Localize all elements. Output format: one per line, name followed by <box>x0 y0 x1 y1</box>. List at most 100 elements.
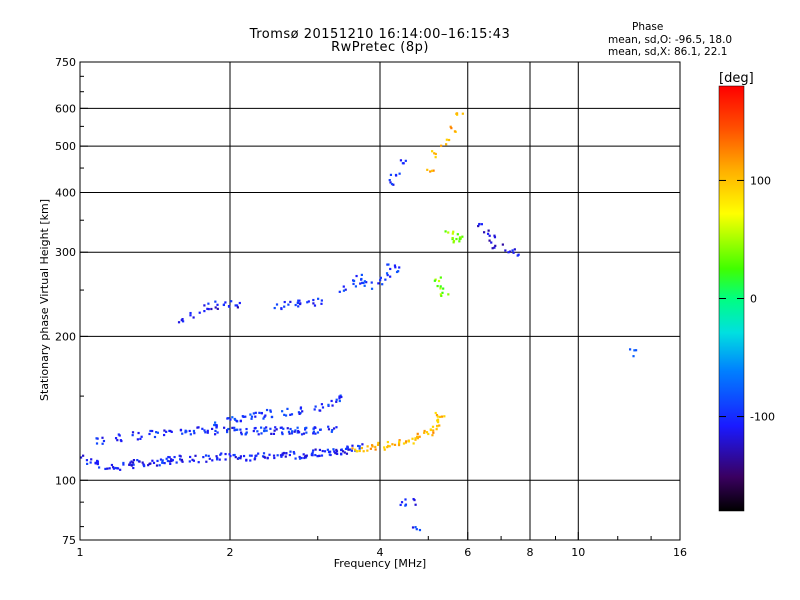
data-point <box>207 302 210 305</box>
data-point <box>257 433 260 436</box>
data-point <box>201 427 204 430</box>
data-point <box>211 459 214 462</box>
data-point <box>391 443 394 446</box>
data-point <box>260 412 263 415</box>
data-point <box>237 456 241 460</box>
chart-title-line2: RwPretec (8p) <box>331 40 429 55</box>
data-point <box>273 429 276 432</box>
data-point <box>136 438 139 441</box>
data-point <box>280 307 283 311</box>
data-point <box>458 240 461 243</box>
data-point <box>189 314 192 317</box>
data-point <box>141 461 144 464</box>
data-point <box>405 440 408 443</box>
data-point <box>95 442 99 445</box>
data-point <box>355 450 358 453</box>
data-point <box>321 406 325 409</box>
colorbar-tick-label: -100 <box>750 411 775 424</box>
data-point <box>213 423 216 427</box>
data-point <box>215 458 219 461</box>
data-point <box>264 414 267 417</box>
data-point <box>211 427 214 431</box>
data-point <box>268 453 271 456</box>
data-point <box>508 250 512 253</box>
data-point <box>389 181 392 184</box>
data-point <box>317 297 320 300</box>
data-point <box>438 424 441 427</box>
data-point <box>404 441 408 444</box>
data-point <box>192 429 196 433</box>
data-point <box>218 458 221 461</box>
data-point <box>320 403 324 406</box>
data-point <box>166 459 169 463</box>
x-tick-label: 10 <box>571 546 585 559</box>
data-point <box>490 241 493 244</box>
data-point <box>216 456 219 460</box>
data-point <box>280 426 283 429</box>
data-point <box>628 348 632 351</box>
y-tick-label: 300 <box>55 246 76 259</box>
data-point <box>352 279 356 283</box>
data-point <box>140 435 143 438</box>
data-point <box>386 274 389 277</box>
data-point <box>461 112 464 115</box>
data-point <box>151 459 154 462</box>
data-point <box>354 448 357 451</box>
data-point <box>214 300 217 303</box>
data-point <box>436 284 439 288</box>
data-point <box>352 282 355 286</box>
data-point <box>491 247 494 250</box>
data-point <box>152 461 156 465</box>
data-point <box>357 444 360 448</box>
x-tick-label: 1 <box>77 546 84 559</box>
data-point <box>402 442 406 445</box>
data-point <box>224 452 227 456</box>
data-point <box>128 463 131 466</box>
data-point <box>294 303 297 307</box>
data-point <box>304 455 307 458</box>
data-point <box>168 456 171 459</box>
data-point <box>458 236 462 239</box>
data-point <box>179 455 182 458</box>
data-point <box>447 138 451 142</box>
data-point <box>415 528 418 531</box>
data-point <box>360 273 363 277</box>
data-point <box>180 458 184 462</box>
data-point <box>302 453 305 456</box>
data-point <box>320 299 323 302</box>
data-point <box>283 305 286 308</box>
data-point <box>114 466 117 470</box>
data-point <box>398 440 401 443</box>
data-point <box>161 461 164 464</box>
data-point <box>220 452 223 455</box>
data-point <box>225 430 229 434</box>
data-point <box>235 304 239 307</box>
data-point <box>333 450 336 453</box>
data-point <box>418 528 422 532</box>
data-point <box>165 457 168 460</box>
data-point <box>335 448 338 452</box>
data-point <box>298 412 301 416</box>
data-point <box>296 431 299 434</box>
data-point <box>330 399 333 403</box>
data-point <box>332 448 335 451</box>
data-point <box>355 274 358 278</box>
data-point <box>432 431 435 434</box>
data-point <box>335 426 338 429</box>
data-point <box>321 449 324 453</box>
data-point <box>439 285 442 288</box>
data-point <box>197 426 200 429</box>
data-point <box>188 429 191 433</box>
data-point <box>358 449 361 453</box>
data-point <box>386 445 389 449</box>
data-point <box>270 432 273 435</box>
data-point <box>215 455 218 458</box>
data-point <box>155 431 158 434</box>
data-point <box>222 303 226 306</box>
data-point <box>229 418 232 421</box>
data-point <box>360 446 364 450</box>
data-point <box>206 307 209 310</box>
data-point <box>339 394 342 397</box>
data-point <box>634 349 638 352</box>
data-point <box>342 289 346 292</box>
